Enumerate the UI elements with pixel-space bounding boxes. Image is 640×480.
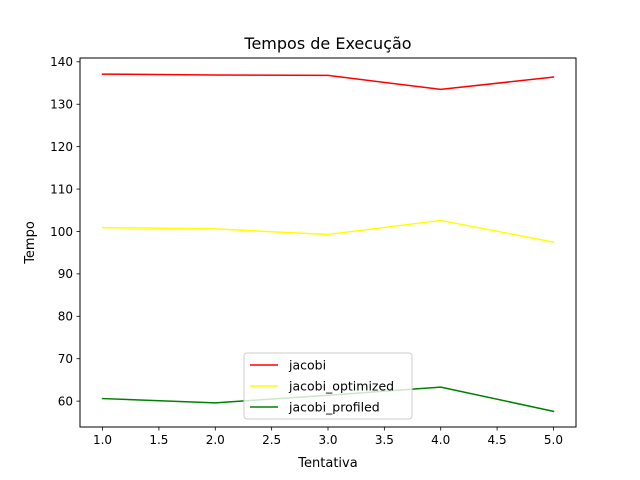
y-tick-label: 100 <box>50 225 73 239</box>
x-tick-label: 4.5 <box>488 433 507 447</box>
x-tick-label: 4.0 <box>431 433 450 447</box>
y-tick-label: 120 <box>50 140 73 154</box>
chart-title: Tempos de Execução <box>243 34 411 53</box>
y-tick-label: 130 <box>50 98 73 112</box>
y-tick-label: 110 <box>50 182 73 196</box>
legend-label-jacobi: jacobi <box>288 358 326 373</box>
x-axis-label: Tentativa <box>297 456 357 471</box>
x-tick-label: 1.5 <box>149 433 168 447</box>
legend-box <box>243 352 413 420</box>
x-tick-label: 3.5 <box>375 433 394 447</box>
x-tick-label: 1.0 <box>93 433 112 447</box>
x-tick-label: 5.0 <box>544 433 563 447</box>
legend: jacobi jacobi_optimized jacobi_profiled <box>243 352 413 420</box>
x-tick-label: 2.0 <box>206 433 225 447</box>
x-tick-label: 2.5 <box>262 433 281 447</box>
y-tick-label: 80 <box>58 310 73 324</box>
y-axis-ticks: 60 70 80 90 100 110 120 130 140 <box>50 55 80 408</box>
legend-label-jacobi-optimized: jacobi_optimized <box>288 379 394 394</box>
plot-area-frame <box>79 57 577 428</box>
x-axis-ticks: 1.0 1.5 2.0 2.5 3.0 3.5 4.0 4.5 5.0 <box>93 427 563 447</box>
series-line-jacobi <box>101 73 555 91</box>
y-tick-label: 70 <box>58 352 73 366</box>
y-tick-label: 60 <box>58 394 73 408</box>
x-tick-label: 3.0 <box>318 433 337 447</box>
y-tick-label: 140 <box>50 55 73 69</box>
legend-label-jacobi-profiled: jacobi_profiled <box>288 400 380 415</box>
series-line-jacobi-optimized <box>101 219 555 243</box>
y-tick-label: 90 <box>58 267 73 281</box>
y-axis-label: Tempo <box>23 221 38 265</box>
